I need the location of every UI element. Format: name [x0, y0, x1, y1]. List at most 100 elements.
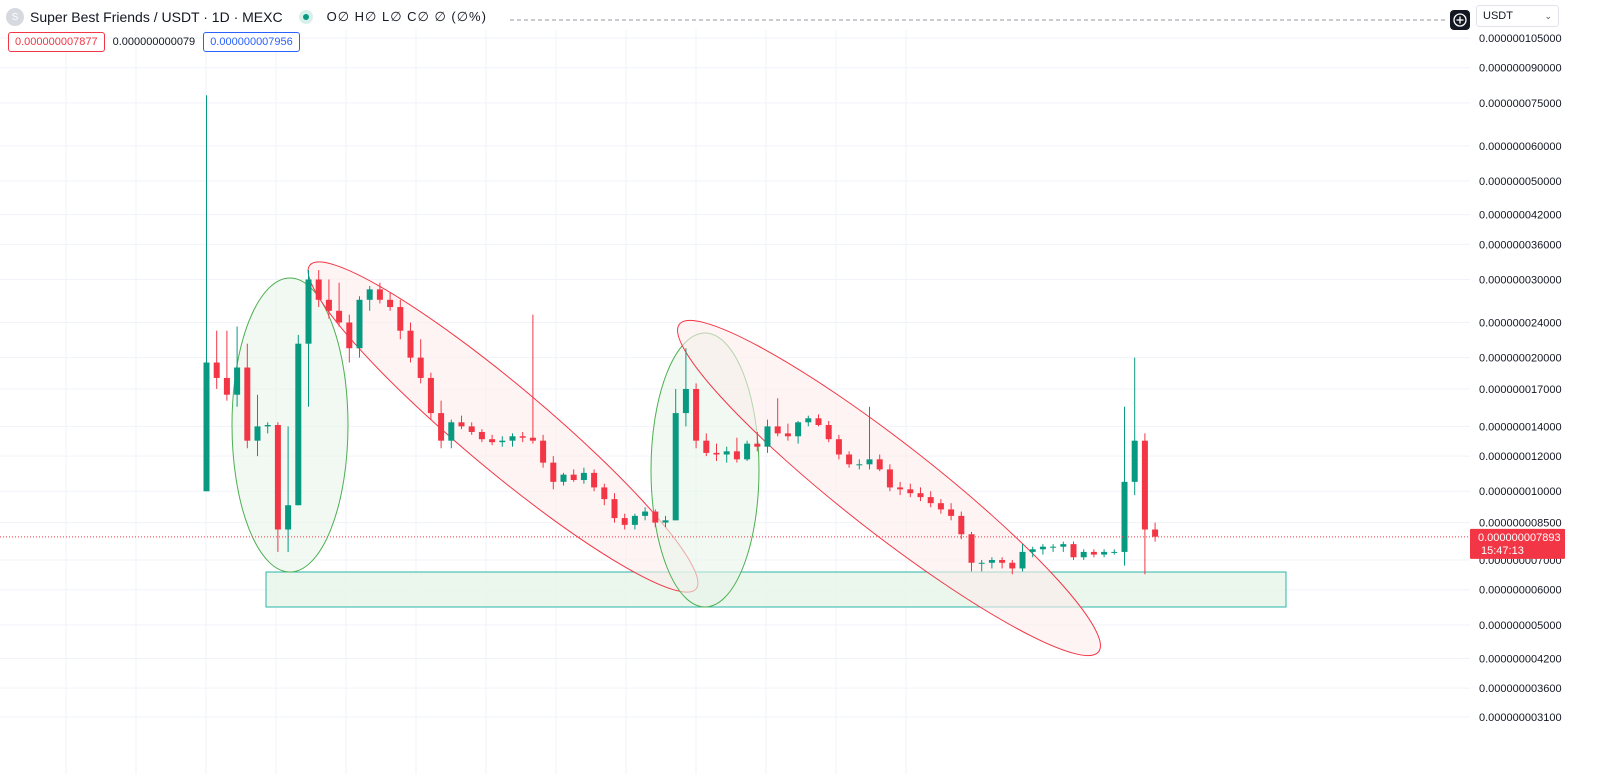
- candle-35[interactable]: [560, 472, 567, 486]
- candle-74[interactable]: [958, 511, 965, 540]
- add-crosshair-button[interactable]: [1450, 10, 1470, 30]
- candle-54[interactable]: [754, 431, 761, 452]
- candle-22[interactable]: [427, 372, 434, 420]
- candle-82[interactable]: [1039, 544, 1046, 555]
- candle-12[interactable]: [325, 279, 332, 319]
- candle-13[interactable]: [336, 282, 343, 327]
- candle-10[interactable]: [305, 270, 312, 407]
- candle-84[interactable]: [1060, 541, 1067, 552]
- candle-79[interactable]: [1009, 559, 1016, 575]
- candle-67[interactable]: [886, 464, 893, 492]
- candle-75[interactable]: [968, 531, 975, 572]
- candle-76[interactable]: [978, 559, 985, 572]
- candle-87[interactable]: [1090, 549, 1097, 558]
- candle-8[interactable]: [285, 426, 292, 552]
- candle-32[interactable]: [529, 314, 536, 444]
- candle-40[interactable]: [611, 493, 618, 523]
- candle-51[interactable]: [723, 446, 730, 463]
- candle-93[interactable]: [1152, 522, 1159, 542]
- candle-18[interactable]: [387, 292, 394, 311]
- candle-39[interactable]: [601, 483, 608, 506]
- candle-70[interactable]: [917, 487, 924, 502]
- candle-21[interactable]: [417, 339, 424, 384]
- candle-57[interactable]: [784, 423, 791, 441]
- symbol-title[interactable]: Super Best Friends / USDT · 1D · MEXC: [30, 9, 283, 25]
- candle-4[interactable]: [244, 343, 251, 449]
- candle-62[interactable]: [835, 434, 842, 460]
- bearish-ellipse-2[interactable]: [652, 289, 1127, 687]
- candle-47[interactable]: [682, 348, 689, 427]
- candle-28[interactable]: [489, 434, 496, 446]
- candle-36[interactable]: [570, 469, 577, 482]
- accumulation-zone-rectangle[interactable]: [265, 571, 1287, 608]
- candle-0[interactable]: [203, 95, 210, 492]
- candle-26[interactable]: [468, 422, 475, 435]
- candle-80[interactable]: [1019, 544, 1026, 572]
- candle-65[interactable]: [866, 406, 873, 470]
- candle-15[interactable]: [356, 296, 363, 358]
- candle-83[interactable]: [1050, 544, 1057, 552]
- candle-92[interactable]: [1141, 433, 1148, 575]
- candle-63[interactable]: [846, 451, 853, 468]
- currency-select[interactable]: USDT ⌄: [1476, 5, 1559, 27]
- candle-90[interactable]: [1121, 406, 1128, 566]
- candle-56[interactable]: [774, 398, 781, 437]
- candle-46[interactable]: [672, 388, 679, 521]
- candle-29[interactable]: [499, 436, 506, 447]
- candle-25[interactable]: [458, 415, 465, 430]
- candle-48[interactable]: [693, 383, 700, 449]
- candle-5[interactable]: [254, 394, 261, 457]
- candle-24[interactable]: [448, 419, 455, 449]
- candle-43[interactable]: [642, 507, 649, 521]
- candle-69[interactable]: [907, 483, 914, 498]
- candle-59[interactable]: [805, 415, 812, 427]
- candle-72[interactable]: [937, 499, 944, 514]
- buy-price-button[interactable]: 0.000000007956: [203, 32, 300, 52]
- bullish-ellipse-1[interactable]: [231, 277, 349, 573]
- candle-44[interactable]: [652, 509, 659, 528]
- candle-64[interactable]: [856, 459, 863, 470]
- candle-91[interactable]: [1131, 357, 1138, 496]
- candle-55[interactable]: [764, 419, 771, 453]
- candle-17[interactable]: [376, 282, 383, 304]
- candle-49[interactable]: [703, 433, 710, 457]
- candle-27[interactable]: [478, 429, 485, 443]
- candle-53[interactable]: [744, 440, 751, 461]
- candle-60[interactable]: [815, 414, 822, 427]
- candle-68[interactable]: [897, 481, 904, 496]
- candle-88[interactable]: [1101, 549, 1108, 558]
- candle-86[interactable]: [1080, 549, 1087, 560]
- candle-19[interactable]: [397, 299, 404, 340]
- candle-2[interactable]: [223, 330, 230, 401]
- candle-89[interactable]: [1111, 549, 1118, 555]
- candle-9[interactable]: [295, 334, 302, 506]
- candle-14[interactable]: [346, 314, 353, 363]
- candle-23[interactable]: [438, 400, 445, 449]
- candle-41[interactable]: [621, 513, 628, 530]
- candle-85[interactable]: [1070, 541, 1077, 560]
- market-status-icon[interactable]: [298, 10, 313, 24]
- candle-34[interactable]: [550, 456, 557, 490]
- candle-71[interactable]: [927, 491, 934, 508]
- candle-7[interactable]: [274, 422, 281, 552]
- candle-77[interactable]: [988, 557, 995, 569]
- candle-16[interactable]: [366, 286, 373, 311]
- candle-6[interactable]: [264, 422, 271, 434]
- candle-42[interactable]: [631, 513, 638, 530]
- candle-45[interactable]: [662, 515, 669, 528]
- candle-38[interactable]: [591, 469, 598, 492]
- candle-61[interactable]: [825, 420, 832, 443]
- candle-11[interactable]: [315, 270, 322, 308]
- price-axis[interactable]: 0.000000105000 0.000000090000 0.0000000750…: [1470, 30, 1599, 774]
- candle-50[interactable]: [713, 443, 720, 461]
- candle-30[interactable]: [509, 433, 516, 447]
- candle-73[interactable]: [948, 503, 955, 521]
- candle-33[interactable]: [540, 434, 547, 468]
- candle-20[interactable]: [407, 322, 414, 363]
- candle-31[interactable]: [519, 431, 526, 443]
- candle-1[interactable]: [213, 330, 220, 389]
- candle-3[interactable]: [234, 326, 241, 407]
- candle-81[interactable]: [1029, 546, 1036, 558]
- candle-78[interactable]: [999, 557, 1006, 569]
